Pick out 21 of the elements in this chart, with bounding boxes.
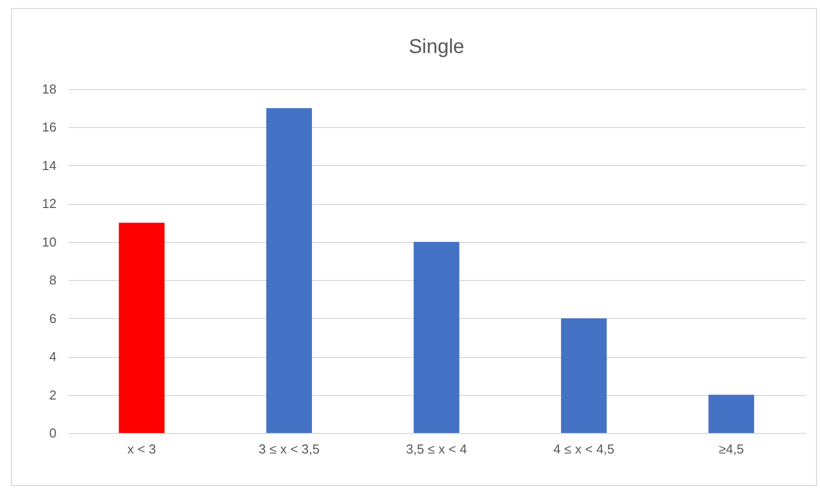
x-tick-label: 3,5 ≤ x < 4	[406, 442, 467, 456]
y-tick-label: 18	[42, 82, 56, 96]
x-tick-label: x < 3	[127, 442, 156, 456]
y-tick-label: 16	[42, 120, 56, 135]
bar	[118, 222, 165, 433]
bar	[561, 318, 607, 433]
chart-title: Single	[408, 36, 464, 58]
x-tick-label: 4 ≤ x < 4,5	[553, 442, 614, 456]
bar	[266, 108, 312, 433]
y-tick-label: 10	[42, 234, 56, 250]
x-tick-label: 3 ≤ x < 3,5	[258, 442, 320, 456]
y-tick-label: 6	[49, 310, 56, 326]
bar	[414, 242, 460, 433]
y-tick-label: 14	[42, 158, 56, 173]
y-tick-label: 4	[49, 349, 56, 364]
y-tick-label: 12	[42, 196, 56, 212]
bar	[708, 394, 754, 433]
y-tick-label: 2	[49, 387, 56, 402]
y-tick-label: 0	[49, 426, 56, 440]
y-tick-label: 8	[49, 272, 56, 288]
x-tick-label: ≥4,5	[718, 442, 744, 456]
